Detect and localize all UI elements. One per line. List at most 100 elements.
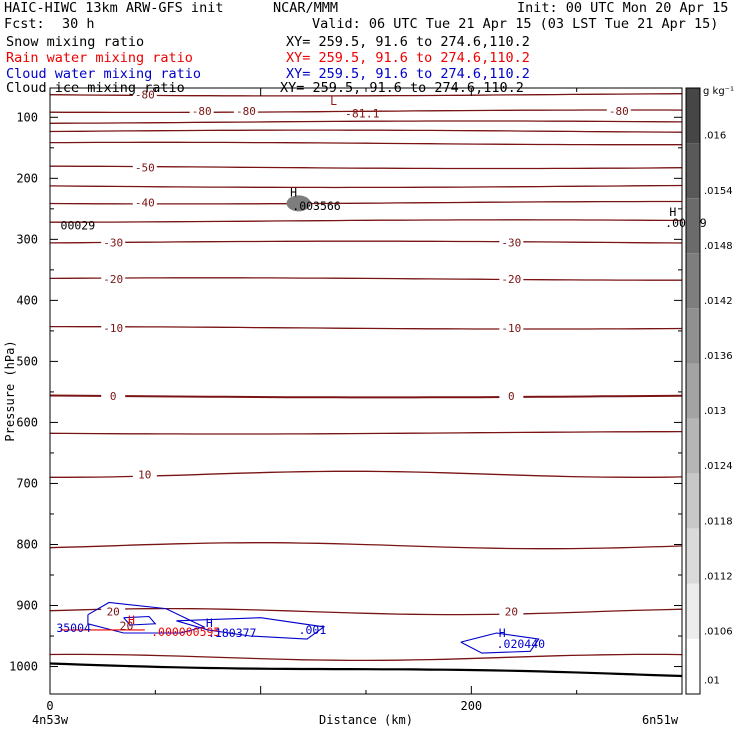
colorbar-label: .013 (704, 406, 726, 417)
mixing-ratio-contours (60, 601, 540, 654)
annotation-label: .003566 (292, 199, 341, 213)
contour-label: -40 (135, 197, 155, 210)
annotation-label: 20 (120, 619, 134, 633)
field-xy-cloud-water: XY= 259.5, 91.6 to 274.6,110.2 (286, 66, 530, 82)
temperature-contours: -80 -80 -80 -80 -50 -40 -30 -30 -20 -20 -10 -10 0 0 10… (49, 87, 683, 678)
field-xy-snow: XY= 259.5, 91.6 to 274.6,110.2 (286, 34, 530, 50)
contour-label: -20 (501, 273, 521, 286)
colorbar-label: .0118 (704, 516, 733, 527)
field-label-rain: Rain water mixing ratio (6, 50, 193, 66)
annotation-label: 00029 (61, 219, 96, 233)
plot-frame (49, 87, 683, 695)
contour-label-bg (499, 272, 524, 286)
contour-label: -50 (135, 161, 155, 174)
y-tick-label: 800 (16, 537, 38, 551)
annotations: L-81.1H.003566 H.0006900029H.000000595350… (56, 94, 706, 651)
annotation-label: .001 (299, 623, 327, 637)
annotation-label: H (206, 616, 213, 630)
colorbar-label: .0142 (704, 296, 733, 307)
colorbar-segment (686, 198, 700, 254)
contour-label: -30 (501, 236, 521, 249)
field-xy-cloud-ice: XY= 259.5, 91.6 to 274.6,110.2 (280, 80, 524, 96)
contour-label-bg (233, 104, 258, 118)
annotation-label: .000000595 (151, 625, 220, 639)
y-tick-label: 300 (16, 232, 38, 246)
temperature-contour (49, 394, 683, 399)
contour-label: 0 (110, 390, 117, 403)
y-tick-label: 600 (16, 415, 38, 429)
annotation-label: H (128, 613, 135, 627)
y-axis-label: Pressure (hPa) (3, 340, 17, 441)
contour-label: -80 (192, 105, 212, 118)
field-label-cloud-ice: Cloud ice mixing ratio (6, 80, 185, 96)
contour-label-bg (606, 104, 631, 118)
contour-label-bg (101, 389, 126, 403)
temperature-contour (49, 184, 683, 189)
temperature-contour (49, 277, 682, 281)
colorbar-segment (686, 143, 700, 199)
fcst-value: 30 h (62, 16, 95, 32)
contour-label: -30 (103, 236, 123, 249)
center-label: NCAR/MMM (273, 0, 339, 16)
annotation-label: L (330, 94, 337, 108)
contour-label: -80 (609, 105, 629, 118)
temperature-contour (49, 542, 683, 550)
colorbar-segment (686, 88, 700, 144)
x-tick-label: 200 (460, 699, 482, 713)
colorbar-segment (686, 638, 700, 694)
contour-label-bg (101, 235, 126, 249)
contour-label-bg (499, 604, 524, 618)
temperature-contour (50, 141, 682, 146)
field-label-cloud-water: Cloud water mixing ratio (6, 66, 202, 82)
init-time: Init: 00 UTC Mon 20 Apr 15 (517, 0, 729, 16)
colorbar-segment (686, 253, 700, 309)
colorbar-label: .01 (704, 676, 720, 687)
contour-label: -80 (135, 89, 155, 102)
annotation-label: H (499, 626, 506, 640)
temperature-contour (49, 240, 683, 244)
fcst-label: Fcst: (4, 16, 45, 32)
colorbar-segment (686, 308, 700, 364)
temperature-contour (49, 109, 683, 114)
contour-label: -20 (103, 273, 123, 286)
y-tick-label: 900 (16, 599, 38, 613)
contour-label-bg (499, 320, 524, 334)
colorbar-label: .0148 (704, 241, 733, 252)
cloud-water-contour (176, 617, 326, 640)
contour-label-bg (101, 604, 126, 618)
x-start-label: 4n53w (32, 713, 69, 727)
contour-label-bg (101, 320, 126, 334)
y-tick-label: 100 (16, 110, 38, 124)
temperature-contour (49, 120, 683, 124)
annotation-label: 35004 (56, 621, 91, 635)
colorbar-unit: g kg⁻¹ (703, 86, 734, 97)
annotation-label: .180377 (208, 626, 257, 640)
colorbar-label: .0112 (704, 571, 733, 582)
temperature-contour (49, 430, 683, 435)
terrain-line (49, 662, 683, 678)
cloud-water-contour (123, 615, 157, 626)
contour-label: 20 (107, 606, 120, 619)
valid-time: Valid: 06 UTC Tue 21 Apr 15 (03 LST Tue … (312, 16, 719, 32)
cloud-water-contour (460, 632, 540, 654)
annotation-label: -81.1 (345, 106, 380, 120)
colorbar: .016 .0154 .0148 .0142 .0136 .013 .0124 .0118 .0… (685, 86, 734, 695)
y-tick-label: 200 (16, 171, 38, 185)
contour-label-bg (132, 467, 157, 481)
contour-label-bg (189, 104, 214, 118)
colorbar-label: .0136 (704, 351, 733, 362)
y-tick-label: 400 (16, 293, 38, 307)
contour-label-bg (132, 87, 157, 101)
contour-label: 0 (508, 390, 515, 403)
contour-label-bg (132, 160, 157, 174)
x-end-label: 6n51w (642, 713, 679, 727)
contour-label: 10 (138, 468, 151, 481)
colorbar-label: .0124 (704, 461, 733, 472)
temperature-contour (49, 129, 683, 133)
annotation-label: H (669, 205, 676, 219)
contour-label: -10 (501, 322, 521, 335)
y-tick-label: 1000 (9, 660, 38, 674)
contour-label: -10 (103, 322, 123, 335)
x-tick-label: 0 (46, 699, 53, 713)
